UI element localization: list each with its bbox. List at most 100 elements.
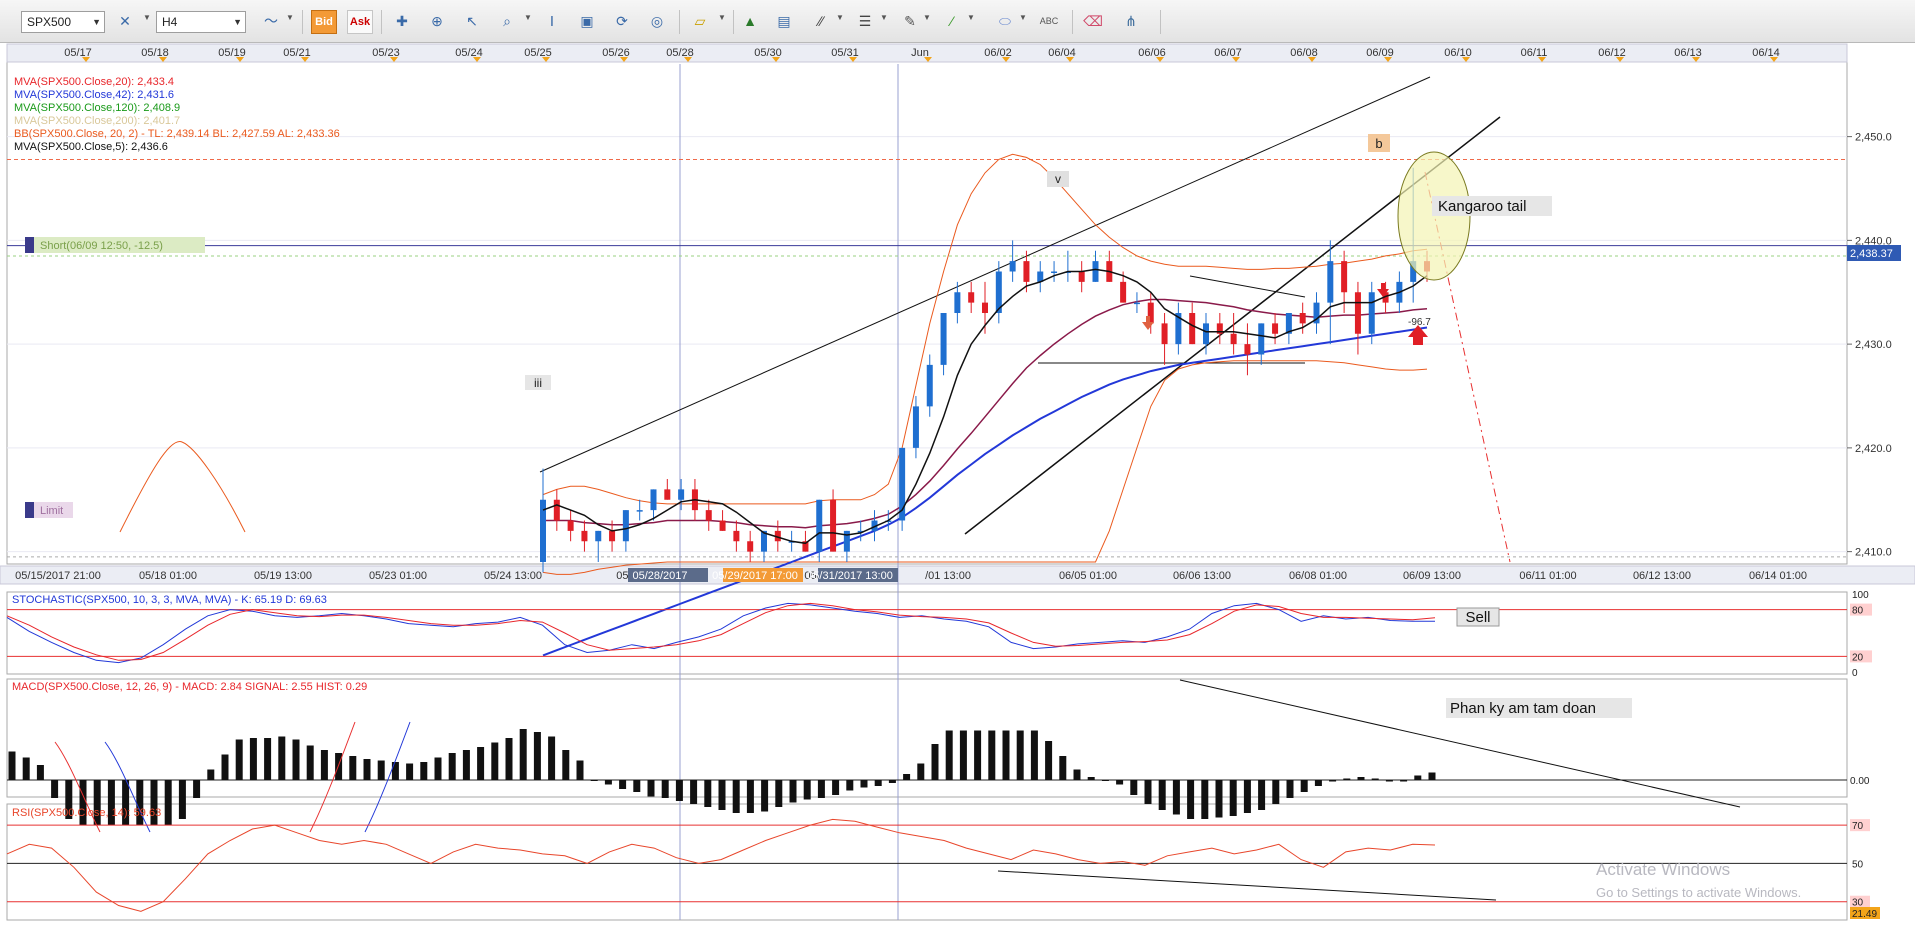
rsi-tick-badge xyxy=(1850,857,1870,870)
top-date-label: Jun xyxy=(911,47,929,59)
refresh-icon[interactable]: ⟳ xyxy=(616,13,628,29)
candle-body xyxy=(857,530,864,533)
bottom-time-label: 05/28/2017 xyxy=(632,570,687,582)
macd-title: MACD(SPX500.Close, 12, 26, 9) - MACD: 2.… xyxy=(12,681,367,693)
macd-histogram-bar xyxy=(93,780,101,825)
top-date-label: 05/21 xyxy=(283,47,311,59)
zoom-in-icon[interactable]: ⊕ xyxy=(431,13,443,29)
kangaroo-tail-box xyxy=(1432,196,1552,216)
candle-body xyxy=(899,447,906,521)
candle-body xyxy=(1037,271,1044,282)
bb-left-segment xyxy=(119,441,246,533)
text-level-icon[interactable]: Ⅰ xyxy=(549,13,555,29)
symbol-select[interactable]: SPX500 ▼ xyxy=(21,11,105,33)
chevron-down-icon[interactable]: ▼ xyxy=(923,13,931,22)
macd-histogram-bar xyxy=(974,730,982,780)
chevron-down-icon[interactable]: ▼ xyxy=(718,13,726,22)
menu-icon[interactable]: ☰ xyxy=(858,13,872,29)
chevron-down-icon[interactable]: ▼ xyxy=(1019,13,1027,22)
macd-histogram-bar xyxy=(1158,780,1166,810)
macd-histogram-bar xyxy=(931,744,939,780)
chevron-down-icon[interactable]: ▼ xyxy=(836,13,844,22)
ask-label: Ask xyxy=(349,16,371,28)
chevron-down-icon[interactable]: ▼ xyxy=(286,13,294,22)
brush-icon[interactable]: ⁄ xyxy=(950,13,954,29)
indicator-icon[interactable]: 〜 xyxy=(264,13,278,29)
ellipse-icon[interactable]: ⬭ xyxy=(999,13,1011,29)
timeframe-value: H4 xyxy=(162,15,178,29)
candle-body xyxy=(761,530,767,552)
image-icon[interactable]: ▣ xyxy=(580,13,594,29)
zoom-icon[interactable]: ⌕ xyxy=(503,13,511,29)
candle-body xyxy=(871,520,878,531)
top-date-label: 06/10 xyxy=(1444,47,1472,59)
macd-histogram-bar xyxy=(1357,777,1365,780)
macd-histogram-bar xyxy=(8,751,16,780)
candle-body xyxy=(733,530,740,542)
macd-histogram-bar xyxy=(533,732,541,780)
macd-histogram-bar xyxy=(122,780,130,825)
bottom-time-label: 05/19 13:00 xyxy=(254,570,312,582)
session-marker xyxy=(772,57,780,62)
macd-histogram-bar xyxy=(193,780,201,798)
macd-histogram-bar xyxy=(1016,730,1024,780)
candle-body xyxy=(1216,323,1223,334)
top-date-label: 06/06 xyxy=(1138,47,1166,59)
macd-histogram-bar xyxy=(1400,780,1408,782)
crosshair-icon[interactable]: ✚ xyxy=(396,13,408,29)
line-tools-icon[interactable]: ∕∕ xyxy=(818,13,824,29)
session-marker xyxy=(849,57,857,62)
timeframe-select[interactable]: H4 ▼ xyxy=(156,11,246,33)
chart-type-icon[interactable]: ✕ xyxy=(119,13,131,29)
macd-histogram-bar xyxy=(235,739,243,780)
chart-area[interactable]: 2,450.0 2,440.0 2,430.0 2,420.0 2,410.0 05/17… xyxy=(0,42,1915,925)
legend-entry: MVA(SPX500.Close,42): 2,431.6 xyxy=(14,89,174,101)
short-order-handle[interactable] xyxy=(25,237,34,253)
globe-icon[interactable]: ◎ xyxy=(650,13,664,29)
macd-histogram-bar xyxy=(1385,780,1393,782)
session-marker xyxy=(1066,57,1074,62)
bb-lower-line xyxy=(542,360,1428,575)
macd-histogram-bar xyxy=(633,780,641,792)
candle-body xyxy=(968,292,975,303)
eraser-icon[interactable]: ⌫ xyxy=(1083,13,1103,29)
chevron-down-icon[interactable]: ▼ xyxy=(967,13,975,22)
macd-histogram-bar xyxy=(292,739,300,780)
bottom-time-label: 06/11 01:00 xyxy=(1519,570,1576,582)
ruler-icon[interactable]: ▱ xyxy=(694,13,706,29)
macd-histogram-bar xyxy=(363,759,371,780)
ask-button[interactable]: Ask xyxy=(347,10,373,34)
rsi-panel-frame xyxy=(6,803,1848,921)
distance-label: -96.7 xyxy=(1408,317,1431,328)
macd-histogram-bar xyxy=(690,780,698,804)
top-date-label: 05/26 xyxy=(602,47,630,59)
macd-histogram-bar xyxy=(903,774,911,780)
rsi-tick-badge xyxy=(1850,819,1870,832)
session-marker xyxy=(236,57,244,62)
bid-button[interactable]: Bid xyxy=(311,10,337,34)
limit-order-handle[interactable] xyxy=(25,502,34,518)
picture-icon[interactable]: ▲ xyxy=(743,13,757,29)
chart-canvas[interactable]: 2,450.0 2,440.0 2,430.0 2,420.0 2,410.0 05/17… xyxy=(0,42,1915,925)
chevron-down-icon[interactable]: ▼ xyxy=(143,13,151,22)
window-icon[interactable]: ▤ xyxy=(777,13,791,29)
bottom-time-label: 06/05 01:00 xyxy=(1059,570,1117,582)
session-marker xyxy=(684,57,692,62)
macd-histogram-bar xyxy=(1144,780,1152,804)
top-date-label: 05/19 xyxy=(218,47,246,59)
session-marker xyxy=(1156,57,1164,62)
rsi-tick-label: 70 xyxy=(1852,821,1864,832)
chevron-down-icon[interactable]: ▼ xyxy=(524,13,532,22)
macd-histogram-bar xyxy=(1187,780,1195,819)
abc-icon[interactable]: ABC xyxy=(1039,16,1059,26)
tree-icon[interactable]: ⋔ xyxy=(1125,13,1137,29)
pen-icon[interactable]: ✎ xyxy=(904,13,916,29)
macd-histogram-bar xyxy=(51,780,59,798)
cursor-icon[interactable]: ↖ xyxy=(466,13,478,29)
chevron-down-icon[interactable]: ▼ xyxy=(880,13,888,22)
session-marker xyxy=(1308,57,1316,62)
stochastic-title: STOCHASTIC(SPX500, 10, 3, 3, MVA, MVA) -… xyxy=(12,594,327,606)
bb-upper-line xyxy=(542,153,1428,505)
symbol-value: SPX500 xyxy=(27,15,72,29)
candle-body xyxy=(1189,313,1196,345)
